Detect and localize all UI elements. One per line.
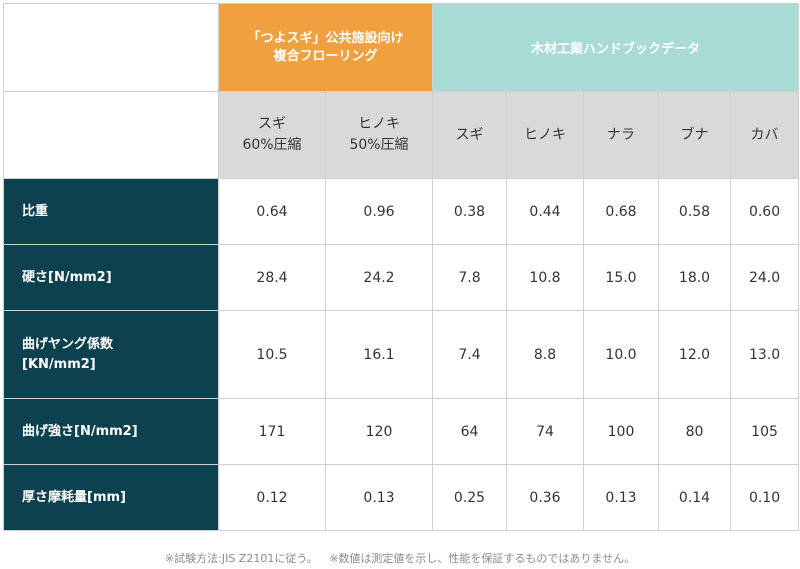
table-cell: 100 — [583, 398, 660, 465]
footnote-disclaimer: ※数値は測定値を示し、性能を保証するものではありません。 — [329, 552, 636, 565]
table-cell: 64 — [432, 398, 508, 465]
table-cell: 16.1 — [324, 310, 434, 399]
table-row: 硬さ[N/mm2] 28.4 24.2 7.8 10.8 15.0 18.0 2… — [3, 244, 800, 311]
column-header: ヒノキ 50%圧縮 — [324, 91, 434, 179]
table-cell: 0.13 — [583, 464, 660, 531]
row-header: 比重 — [3, 178, 219, 245]
comparison-table: 「つよスギ」公共施設向け 複合フローリング 木材工業ハンドブックデータ スギ 60… — [3, 3, 800, 531]
row-header: 曲げヤング係数 [KN/mm2] — [3, 310, 219, 399]
table-cell: 15.0 — [583, 244, 660, 311]
table-cell: 171 — [218, 398, 326, 465]
table-cell: 105 — [730, 398, 800, 465]
table-cell: 0.25 — [432, 464, 508, 531]
row-header-line1: 曲げヤング係数 — [22, 336, 114, 352]
table-cell: 13.0 — [730, 310, 800, 399]
group-header-row: 「つよスギ」公共施設向け 複合フローリング 木材工業ハンドブックデータ — [3, 3, 800, 92]
group-header-own-line1: 「つよスギ」公共施設向け — [247, 30, 404, 46]
column-header: ブナ — [658, 91, 732, 179]
table-cell: 0.13 — [324, 464, 434, 531]
table-cell: 0.58 — [658, 178, 732, 245]
column-header-treatment: 60%圧縮 — [242, 137, 302, 153]
corner-cell — [3, 3, 219, 92]
table-row: 曲げ強さ[N/mm2] 171 120 64 74 100 80 105 — [3, 398, 800, 465]
group-header-own-product: 「つよスギ」公共施設向け 複合フローリング — [217, 3, 434, 92]
table-cell: 24.2 — [324, 244, 434, 311]
footnote: ※試験方法:JIS Z2101に従う。 ※数値は測定値を示し、性能を保証するもの… — [0, 550, 800, 566]
table-cell: 10.0 — [583, 310, 660, 399]
column-header: ヒノキ — [506, 91, 585, 179]
table-cell: 0.68 — [583, 178, 660, 245]
table-cell: 28.4 — [218, 244, 326, 311]
row-header: 硬さ[N/mm2] — [3, 244, 219, 311]
row-header: 曲げ強さ[N/mm2] — [3, 398, 219, 465]
table-cell: 0.14 — [658, 464, 732, 531]
column-header: カバ — [730, 91, 800, 179]
column-header-species: スギ — [258, 116, 286, 132]
table-cell: 0.10 — [730, 464, 800, 531]
column-header: スギ 60%圧縮 — [218, 91, 326, 179]
table-cell: 120 — [324, 398, 434, 465]
row-header-line2: [KN/mm2] — [22, 356, 96, 372]
column-header: スギ — [432, 91, 508, 179]
table-cell: 24.0 — [730, 244, 800, 311]
column-header-species: ヒノキ — [358, 116, 400, 132]
table-cell: 0.60 — [730, 178, 800, 245]
table-cell: 8.8 — [506, 310, 585, 399]
table-row: 厚さ摩耗量[mm] 0.12 0.13 0.25 0.36 0.13 0.14 … — [3, 464, 800, 531]
table-cell: 0.96 — [324, 178, 434, 245]
table-cell: 10.5 — [218, 310, 326, 399]
table-cell: 0.64 — [218, 178, 326, 245]
table-cell: 7.8 — [432, 244, 508, 311]
corner-cell-2 — [3, 91, 219, 179]
species-header-row: スギ 60%圧縮 ヒノキ 50%圧縮 スギ ヒノキ ナラ ブナ カバ — [3, 91, 800, 179]
group-header-reference: 木材工業ハンドブックデータ — [432, 3, 800, 92]
table-cell: 0.36 — [506, 464, 585, 531]
group-header-own-line2: 複合フローリング — [273, 48, 378, 64]
row-header: 厚さ摩耗量[mm] — [3, 464, 219, 531]
table-cell: 7.4 — [432, 310, 508, 399]
column-header: ナラ — [583, 91, 660, 179]
table-cell: 74 — [506, 398, 585, 465]
table-cell: 80 — [658, 398, 732, 465]
table-cell: 0.12 — [218, 464, 326, 531]
table-cell: 0.44 — [506, 178, 585, 245]
table-cell: 0.38 — [432, 178, 508, 245]
table-row: 比重 0.64 0.96 0.38 0.44 0.68 0.58 0.60 — [3, 178, 800, 245]
table-cell: 10.8 — [506, 244, 585, 311]
table-cell: 18.0 — [658, 244, 732, 311]
footnote-test-method: ※試験方法:JIS Z2101に従う。 — [164, 552, 318, 565]
column-header-treatment: 50%圧縮 — [349, 137, 409, 153]
table-cell: 12.0 — [658, 310, 732, 399]
table-row: 曲げヤング係数 [KN/mm2] 10.5 16.1 7.4 8.8 10.0 1… — [3, 310, 800, 399]
